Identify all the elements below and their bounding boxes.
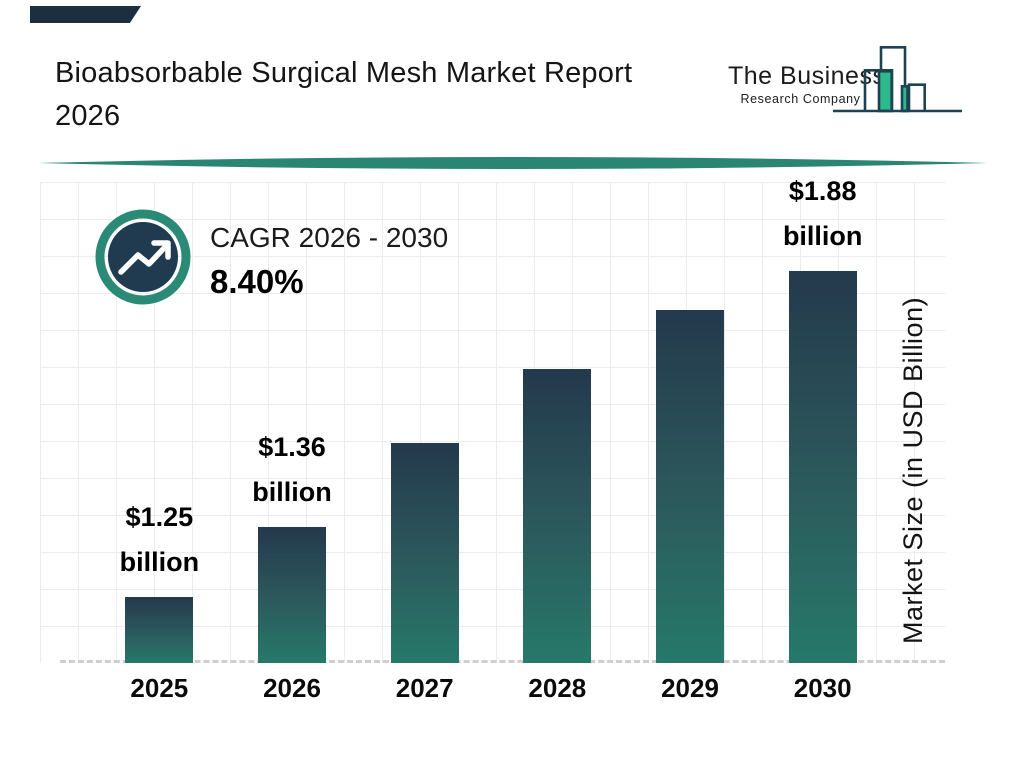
- bar-column-2027: 2027: [358, 188, 491, 703]
- company-logo: The Business Research Company: [728, 40, 978, 120]
- bar-column-2026: $1.36 billion 2026: [226, 188, 359, 703]
- bar-2030: [788, 271, 857, 663]
- bar-column-2025: $1.25 billion 2025: [93, 188, 226, 703]
- cagr-value: 8.40%: [210, 263, 304, 300]
- bar-column-2028: 2028: [491, 188, 624, 703]
- bar-2029: [656, 310, 725, 663]
- y-axis-label: Market Size (in USD Billion): [898, 296, 928, 644]
- bar-column-2030: $1.88 billion 2030: [756, 176, 889, 703]
- x-tick-2026: 2026: [263, 673, 321, 703]
- page-title-line2: 2026: [55, 100, 121, 132]
- x-tick-2027: 2027: [395, 673, 454, 703]
- company-logo-text: The Business Research Company: [728, 62, 886, 106]
- company-subname: Research Company: [740, 92, 861, 106]
- x-tick-2025: 2025: [130, 673, 189, 703]
- corner-ribbon: [30, 6, 141, 23]
- bar-2025: [125, 597, 194, 663]
- trending-up-icon: [95, 209, 191, 305]
- company-name: The Business: [728, 62, 886, 90]
- bar-2026: [258, 527, 326, 663]
- x-tick-2029: 2029: [661, 673, 719, 703]
- bar-2027: [390, 443, 459, 663]
- x-tick-2028: 2028: [528, 673, 587, 703]
- bar-value-label-2030: $1.88 billion: [782, 176, 863, 251]
- x-tick-2030: 2030: [793, 673, 852, 703]
- page-title: Bioabsorbable Surgical Mesh Market Repor…: [55, 52, 715, 138]
- bar-chart: $1.25 billion 2025 $1.36 billion 2026 2027 2028…: [93, 176, 889, 703]
- page-title-line1: Bioabsorbable Surgical Mesh Market Repor…: [55, 57, 633, 89]
- lens-divider: [38, 157, 988, 169]
- bar-value-label-2026: $1.36 billion: [252, 432, 332, 507]
- bar-value-label-2025: $1.25 billion: [119, 502, 200, 577]
- chart-baseline: [60, 660, 945, 663]
- bar-2028: [523, 369, 592, 663]
- cagr-label: CAGR 2026 - 2030: [210, 222, 449, 253]
- cagr-block: CAGR 2026 - 2030 8.40%: [210, 222, 448, 301]
- bar-column-2029: 2029: [624, 188, 757, 703]
- bar-skyline-logo-icon: [833, 46, 962, 113]
